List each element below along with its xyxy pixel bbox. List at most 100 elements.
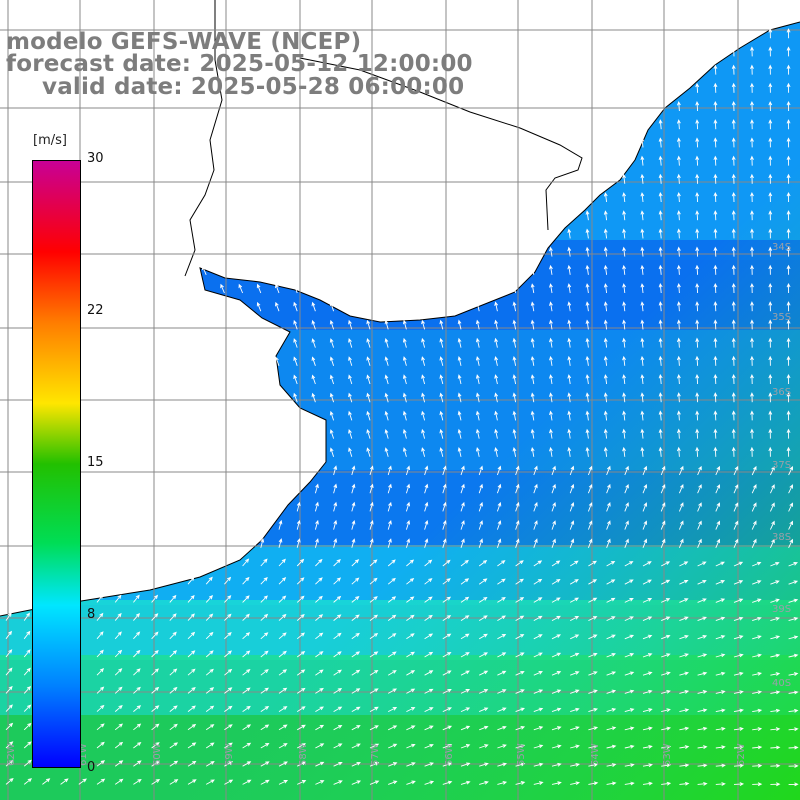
wind-arrow (551, 578, 561, 585)
wind-arrow (588, 597, 598, 603)
wind-arrow (311, 301, 316, 312)
wind-arrow (460, 670, 470, 676)
wind-arrow (786, 137, 791, 148)
wind-arrow (478, 652, 488, 658)
wind-arrow (475, 355, 480, 366)
wind-arrow (296, 743, 307, 749)
wind-arrow (750, 82, 754, 93)
wind-arrow (624, 502, 629, 512)
wind-arrow (533, 671, 543, 676)
wind-arrow (351, 632, 360, 640)
wind-arrow (351, 538, 356, 548)
wind-arrow (23, 667, 31, 676)
wind-arrow (715, 708, 726, 713)
wind-arrow (496, 483, 502, 494)
wind-arrow (551, 615, 561, 621)
wind-arrow (715, 653, 726, 658)
wind-arrow (752, 782, 763, 787)
wind-arrow (424, 559, 433, 567)
wind-arrow (752, 708, 763, 713)
wind-arrow (530, 446, 535, 457)
wind-arrow (421, 410, 426, 421)
wind-arrow (384, 319, 389, 330)
wind-arrow (622, 410, 626, 421)
wind-arrow (770, 653, 781, 658)
wind-arrow (278, 724, 288, 731)
wind-arrow (311, 319, 316, 330)
wind-arrow (549, 337, 553, 348)
wind-arrow (658, 410, 663, 421)
wind-arrow (296, 501, 301, 512)
wind-arrow (460, 762, 471, 767)
wind-arrow (768, 373, 773, 385)
wind-arrow (676, 373, 681, 385)
wind-arrow (530, 301, 535, 312)
wind-arrow (533, 726, 544, 731)
wind-arrow (752, 653, 762, 658)
wind-arrow (388, 780, 398, 785)
wind-arrow (351, 743, 361, 749)
wind-arrow (567, 246, 572, 257)
wind-arrow (114, 760, 124, 767)
wind-arrow (660, 502, 666, 512)
wind-arrow (421, 374, 426, 385)
wind-arrow (405, 465, 411, 476)
wind-arrow (533, 501, 538, 512)
wind-arrow (603, 192, 608, 203)
wind-arrow (658, 301, 663, 312)
wind-arrow (624, 634, 635, 640)
wind-arrow (606, 483, 611, 494)
wind-arrow (475, 374, 480, 385)
wind-arrow (731, 137, 736, 148)
wind-arrow (278, 780, 289, 785)
wind-arrow (606, 744, 617, 749)
wind-arrow (439, 319, 444, 330)
wind-arrow (786, 319, 791, 330)
wind-arrow (624, 520, 629, 530)
wind-arrow (366, 319, 371, 330)
wind-arrow (333, 519, 338, 530)
wind-arrow (715, 690, 726, 694)
wind-arrow (640, 137, 645, 148)
wind-arrow (603, 319, 608, 330)
wind-arrow (114, 778, 124, 785)
wind-arrow (624, 653, 635, 658)
wind-arrow (733, 598, 744, 603)
wind-arrow (768, 46, 773, 57)
wind-arrow (697, 745, 708, 749)
wind-arrow (515, 781, 526, 785)
wind-arrow (515, 465, 520, 476)
wind-arrow (770, 782, 781, 787)
wind-arrow (660, 538, 666, 548)
wind-arrow (697, 763, 708, 768)
wind-arrow (640, 392, 645, 403)
wind-arrow (713, 173, 718, 184)
wind-arrow (242, 779, 252, 785)
wind-arrow (424, 743, 434, 749)
wind-arrow (678, 483, 684, 494)
wind-arrow (750, 191, 754, 203)
wind-arrow (567, 319, 572, 330)
wind-arrow (315, 669, 324, 676)
wind-arrow (224, 668, 233, 676)
wind-arrow (786, 392, 791, 403)
wind-arrow (733, 561, 744, 567)
wind-arrow (387, 614, 397, 621)
wind-arrow (314, 483, 319, 494)
wind-arrow (588, 763, 599, 767)
longitude-label: 52W (736, 743, 747, 766)
wind-arrow (278, 558, 286, 567)
wind-arrow (5, 741, 14, 749)
wind-arrow (114, 594, 122, 603)
wind-arrow (786, 337, 791, 348)
wind-arrow (697, 781, 708, 786)
wind-arrow (640, 264, 645, 275)
wind-arrow (676, 410, 681, 421)
wind-arrow (494, 355, 499, 366)
wind-arrow (406, 725, 416, 731)
wind-arrow (658, 173, 663, 184)
wind-arrow (588, 744, 599, 749)
wind-arrow (256, 283, 262, 294)
wind-arrow (515, 744, 526, 749)
wind-arrow (460, 596, 470, 603)
